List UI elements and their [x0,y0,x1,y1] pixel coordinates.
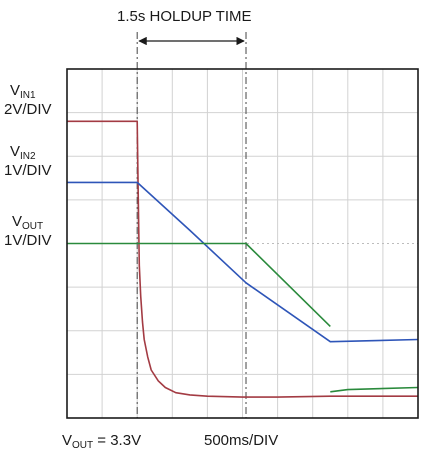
plot-frame [66,68,419,419]
vout-value-note: VOUT = 3.3V [62,432,142,451]
vout-trace [67,242,331,327]
vin2-trace [67,181,419,343]
time-scale-label: 500ms/DIV [204,432,279,449]
holdup-time-label: 1.5s HOLDUP TIME [117,8,252,25]
vin2-scale-label: 1V/DIV [4,162,52,179]
vin1-scale-label: 2V/DIV [4,101,52,118]
vin1-trace [67,120,418,398]
vout-recovery-trace [330,386,419,393]
vout-scale-label: 1V/DIV [4,232,52,249]
vout-channel-label: VOUT [12,213,44,232]
vin1-channel-label: VIN1 [10,82,36,101]
vin2-channel-label: VIN2 [10,143,36,162]
